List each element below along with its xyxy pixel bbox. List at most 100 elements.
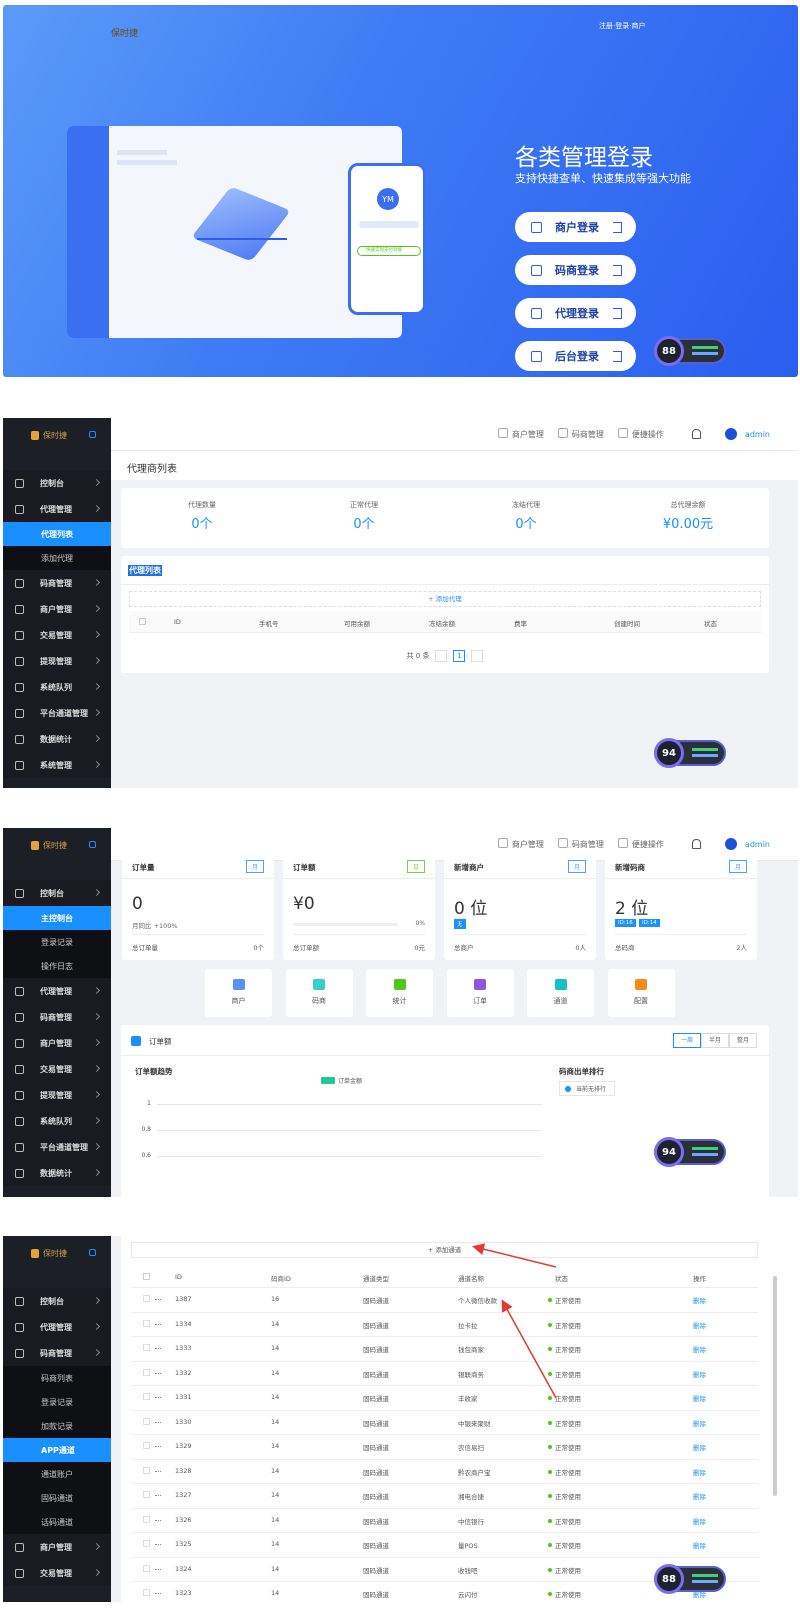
checkbox[interactable] [143, 1319, 150, 1327]
menu-item[interactable]: 控制台 [3, 1288, 111, 1314]
submenu-item[interactable]: 登录记录 [3, 1390, 111, 1414]
checkbox[interactable] [143, 1273, 150, 1280]
submenu-item[interactable]: 添加代理 [3, 546, 111, 570]
menu-item[interactable]: 平台通道管理 [3, 700, 111, 726]
delete-button[interactable]: 删除 [693, 1370, 706, 1379]
submenu-item[interactable]: 代理列表 [3, 522, 111, 546]
login-button[interactable]: 后台登录 [515, 341, 636, 371]
shortcut[interactable]: 配置 [607, 969, 675, 1017]
menu-item[interactable]: 代理管理 [3, 496, 111, 522]
menu-item[interactable]: 码商管理 [3, 570, 111, 596]
delete-button[interactable]: 删除 [693, 1395, 706, 1403]
login-button[interactable]: 代理登录 [515, 298, 636, 328]
menu-item[interactable]: 提现管理 [3, 1082, 111, 1108]
bell-icon[interactable] [691, 839, 701, 849]
delete-button[interactable]: 删除 [693, 1346, 706, 1354]
checkbox[interactable] [143, 1564, 150, 1572]
checkbox[interactable] [143, 1368, 150, 1376]
user[interactable]: admin [724, 838, 770, 850]
add-button[interactable]: + 添加代理 [129, 591, 761, 607]
cell: 固码通道 [363, 1591, 389, 1599]
checkbox[interactable] [143, 1442, 150, 1449]
menu-item[interactable]: 商户管理 [3, 1030, 111, 1056]
chart-tab[interactable]: 半月 [701, 1033, 729, 1048]
checkbox[interactable] [143, 1540, 150, 1547]
user[interactable]: admin [724, 428, 770, 440]
delete-button[interactable]: 删除 [693, 1468, 706, 1477]
menu-item[interactable]: 商户管理 [3, 1534, 111, 1560]
submenu-item[interactable]: 主控制台 [3, 906, 111, 930]
menu-item[interactable]: 交易管理 [3, 622, 111, 648]
chart-tab[interactable]: 整月 [729, 1033, 757, 1048]
menu-label: 代理管理 [40, 504, 72, 514]
menu-item[interactable]: 平台通道管理 [3, 1134, 111, 1160]
nav-link[interactable]: 码商管理 [558, 838, 604, 850]
submenu-item[interactable]: 登录记录 [3, 930, 111, 954]
submenu-item[interactable]: APP通道 [3, 1438, 111, 1462]
checkbox[interactable] [143, 1344, 150, 1351]
login-button[interactable]: 商户登录 [515, 212, 636, 242]
system-monitor: 88 [654, 336, 726, 366]
shortcut[interactable]: 订单 [446, 969, 514, 1017]
shortcut[interactable]: 商户 [205, 969, 272, 1017]
submenu-item[interactable]: 固码通道 [3, 1486, 111, 1510]
submenu-item[interactable]: 码商列表 [3, 1366, 111, 1390]
menu-item[interactable]: 控制台 [3, 470, 111, 496]
stat-card: 订单量 月 0 月同比 +100% 总订单量 0个 [122, 852, 274, 960]
nav-link[interactable]: 便捷操作 [618, 838, 664, 850]
menu-item[interactable]: 交易管理 [3, 1056, 111, 1082]
nav-link[interactable]: 码商管理 [558, 428, 604, 440]
checkbox[interactable] [139, 618, 146, 625]
menu-item[interactable]: 数据统计 [3, 726, 111, 752]
add-button[interactable]: + 添加通道 [131, 1242, 758, 1258]
delete-button[interactable]: 删除 [693, 1444, 706, 1452]
shortcut[interactable]: 统计 [366, 969, 433, 1017]
page-number[interactable]: 1 [453, 650, 466, 662]
menu-item[interactable]: 数据统计 [3, 1160, 111, 1186]
shortcut[interactable]: 通道 [527, 969, 594, 1017]
menu-item[interactable]: 系统管理 [3, 752, 111, 778]
checkbox[interactable] [143, 1466, 150, 1474]
delete-button[interactable]: 删除 [693, 1591, 706, 1599]
delete-button[interactable]: 删除 [693, 1517, 706, 1526]
cell: 正常使用 [555, 1395, 581, 1403]
menu-item[interactable]: 商户管理 [3, 596, 111, 622]
menu-item[interactable]: 码商管理 [3, 1004, 111, 1030]
menu-item[interactable]: 提现管理 [3, 648, 111, 674]
menu-item[interactable]: 代理管理 [3, 978, 111, 1004]
delete-button[interactable]: 删除 [693, 1542, 706, 1550]
menu-item[interactable]: 交易管理 [3, 1560, 111, 1586]
nav-link[interactable]: 商户管理 [498, 838, 544, 850]
delete-button[interactable]: 删除 [693, 1493, 706, 1501]
checkbox[interactable] [143, 1417, 150, 1425]
shortcut[interactable]: 码商 [285, 969, 353, 1017]
prev-page[interactable] [435, 650, 448, 662]
checkbox[interactable] [143, 1393, 150, 1400]
checkbox[interactable] [143, 1491, 150, 1498]
menu-item[interactable]: 控制台 [3, 880, 111, 906]
chart-tab[interactable]: 一周 [673, 1033, 701, 1048]
menu-item[interactable]: 系统队列 [3, 1108, 111, 1134]
menu-item[interactable]: 系统队列 [3, 674, 111, 700]
menu-item[interactable]: 代理管理 [3, 1314, 111, 1340]
bell-icon[interactable] [691, 429, 701, 439]
submenu-item[interactable]: 加款记录 [3, 1414, 111, 1438]
checkbox[interactable] [143, 1295, 150, 1302]
checkbox[interactable] [143, 1589, 150, 1596]
submenu-item[interactable]: 通道账户 [3, 1462, 111, 1486]
menu-item[interactable]: 码商管理 [3, 1340, 111, 1366]
delete-button[interactable]: 删除 [693, 1297, 706, 1305]
delete-button[interactable]: 删除 [693, 1321, 706, 1330]
submenu-item[interactable]: 话码通道 [3, 1510, 111, 1534]
submenu-item[interactable]: 操作日志 [3, 954, 111, 978]
checkbox[interactable] [143, 1515, 150, 1523]
top-link[interactable]: 注册·登录·商户 [599, 22, 646, 30]
cell: 云闪付 [458, 1591, 478, 1599]
nav-link[interactable]: 商户管理 [498, 428, 544, 440]
content-bg [111, 1236, 121, 1602]
cell: 正常使用 [555, 1346, 581, 1354]
next-page[interactable] [471, 650, 484, 662]
nav-link[interactable]: 便捷操作 [618, 428, 664, 440]
delete-button[interactable]: 删除 [693, 1419, 706, 1428]
login-button[interactable]: 码商登录 [515, 255, 636, 285]
